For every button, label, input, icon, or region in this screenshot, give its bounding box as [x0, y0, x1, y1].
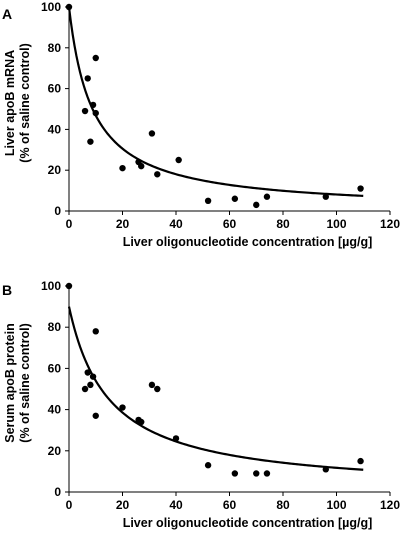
x-tick-label: 120 [380, 217, 400, 231]
y-axis-title-line-1: Liver apoB mRNA [3, 50, 17, 156]
y-tick-label: 20 [48, 444, 62, 458]
data-point [253, 201, 260, 209]
x-tick-label: 20 [116, 217, 130, 231]
panel-letter: B [2, 282, 12, 298]
data-point [148, 130, 156, 137]
data-point [322, 193, 329, 200]
data-point [65, 282, 73, 290]
y-tick-label: 0 [54, 485, 61, 499]
data-point [253, 470, 260, 477]
data-point [92, 54, 99, 62]
data-point [138, 418, 145, 426]
panel-letter: A [2, 6, 12, 22]
data-point [92, 328, 99, 335]
x-tick-label: 80 [276, 498, 290, 512]
data-point [175, 156, 182, 164]
data-point [138, 162, 145, 170]
data-point [204, 462, 212, 469]
data-point [89, 373, 97, 380]
data-point [231, 470, 239, 477]
x-axis-title: Liver oligonucleotide concentration [µg/… [123, 516, 373, 530]
data-point [92, 412, 99, 419]
fit-curve [67, 6, 364, 197]
y-tick-label: 60 [48, 361, 62, 375]
data-point [204, 197, 212, 204]
data-point [84, 75, 91, 82]
data-point [357, 185, 364, 192]
x-tick-label: 100 [326, 217, 346, 231]
y-tick-label: 80 [48, 41, 62, 55]
x-tick-label: 60 [223, 217, 237, 231]
x-tick-label: 20 [116, 498, 130, 512]
data-point [119, 164, 126, 172]
data-point [81, 107, 89, 115]
data-point [65, 3, 73, 11]
x-tick-label: 60 [223, 498, 237, 512]
data-point [322, 466, 329, 473]
x-tick-label: 80 [276, 217, 290, 231]
data-point [87, 138, 94, 145]
chart-panel-b: B 0 20 40 60 80 100 0 20 40 60 80 100 120 Liver oligon… [2, 279, 400, 530]
y-axis-title-line-2: (% of saline control) [18, 323, 32, 442]
data-point [263, 193, 271, 200]
data-point [357, 457, 364, 465]
data-point [148, 381, 156, 389]
y-tick-label: 0 [54, 204, 61, 218]
x-tick-label: 0 [66, 498, 73, 512]
data-point [154, 385, 161, 393]
x-tick-label: 120 [380, 498, 400, 512]
x-tick-label: 40 [169, 217, 183, 231]
data-point [119, 404, 126, 411]
y-axis-title-line-2: (% of saline control) [18, 43, 32, 162]
y-tick-label: 100 [41, 279, 61, 293]
data-point [89, 101, 97, 109]
data-point [84, 369, 91, 376]
y-tick-label: 100 [41, 0, 61, 14]
y-tick-label: 40 [48, 403, 62, 417]
y-tick-label: 40 [48, 122, 62, 136]
x-axis-title: Liver oligonucleotide concentration [µg/… [123, 235, 373, 249]
chart-panel-a: A 0 20 40 60 80 100 0 20 40 60 80 100 120 Liver oligon… [2, 0, 400, 249]
x-tick-label: 100 [326, 498, 346, 512]
y-axis-title-line-1: Serum apoB protein [3, 323, 17, 442]
data-point [263, 470, 271, 477]
data-point [87, 381, 94, 389]
x-tick-label: 0 [66, 217, 73, 231]
data-point [92, 109, 99, 117]
y-tick-label: 80 [48, 320, 62, 334]
data-point [231, 195, 239, 202]
y-tick-label: 60 [48, 82, 62, 96]
data-point [81, 385, 89, 393]
y-tick-label: 20 [48, 163, 62, 177]
data-point [154, 171, 161, 178]
fit-curve [67, 306, 364, 471]
data-point [172, 435, 180, 442]
x-tick-label: 40 [169, 498, 183, 512]
